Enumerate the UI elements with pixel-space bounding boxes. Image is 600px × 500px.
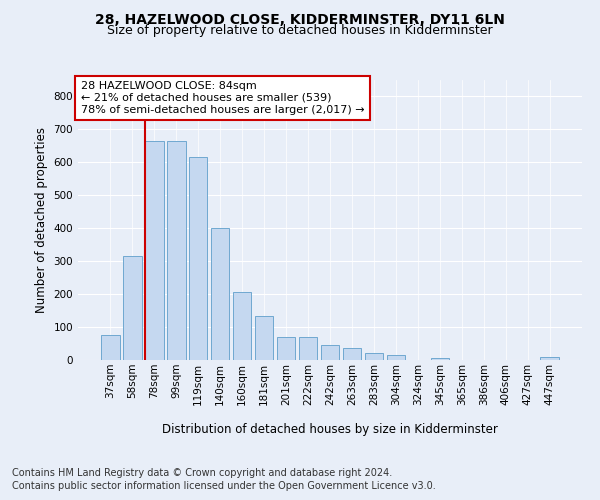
Bar <box>145 141 164 360</box>
Bar <box>365 354 383 360</box>
Text: Distribution of detached houses by size in Kidderminster: Distribution of detached houses by size … <box>162 422 498 436</box>
Text: Contains public sector information licensed under the Open Government Licence v3: Contains public sector information licen… <box>12 481 436 491</box>
Bar <box>255 316 274 360</box>
Bar <box>431 358 449 360</box>
Bar <box>386 356 405 360</box>
Bar <box>189 158 208 360</box>
Bar <box>343 348 361 360</box>
Bar <box>277 337 295 360</box>
Text: Size of property relative to detached houses in Kidderminster: Size of property relative to detached ho… <box>107 24 493 37</box>
Bar <box>541 358 559 360</box>
Bar <box>167 141 185 360</box>
Bar <box>233 292 251 360</box>
Text: Contains HM Land Registry data © Crown copyright and database right 2024.: Contains HM Land Registry data © Crown c… <box>12 468 392 477</box>
Bar <box>299 337 317 360</box>
Y-axis label: Number of detached properties: Number of detached properties <box>35 127 48 313</box>
Bar <box>211 228 229 360</box>
Text: 28, HAZELWOOD CLOSE, KIDDERMINSTER, DY11 6LN: 28, HAZELWOOD CLOSE, KIDDERMINSTER, DY11… <box>95 12 505 26</box>
Bar <box>101 336 119 360</box>
Text: 28 HAZELWOOD CLOSE: 84sqm
← 21% of detached houses are smaller (539)
78% of semi: 28 HAZELWOOD CLOSE: 84sqm ← 21% of detac… <box>80 82 364 114</box>
Bar <box>320 345 340 360</box>
Bar <box>123 256 142 360</box>
